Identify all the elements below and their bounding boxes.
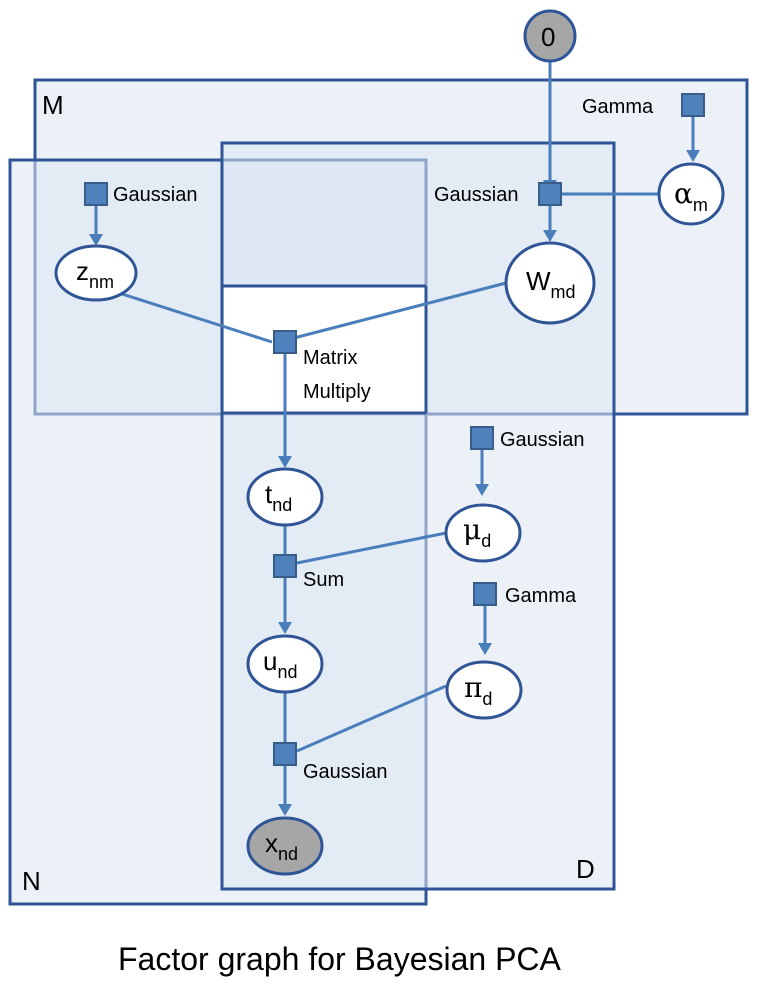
gaussian-mu-factor: [470, 426, 494, 450]
gamma-pi-label: Gamma: [505, 585, 577, 607]
gamma-pi-factor: [473, 582, 497, 606]
gaussian-w-factor: [538, 182, 562, 206]
plate-label-D: D: [576, 854, 595, 884]
plate-cutout-white: [224, 286, 425, 413]
svg-text:tnd: tnd: [265, 479, 292, 515]
svg-text:xnd: xnd: [265, 828, 298, 864]
w-node: Wmd: [504, 241, 596, 325]
gaussian-x-label: Gaussian: [303, 761, 388, 783]
gamma-alpha-label: Gamma: [582, 96, 654, 118]
diagram-caption: Factor graph for Bayesian PCA: [118, 941, 562, 977]
z-node: znm: [54, 244, 138, 302]
matrix-multiply-label-2: Multiply: [303, 381, 371, 403]
svg-text:und: und: [263, 646, 298, 682]
t-node: tnd: [246, 467, 324, 527]
svg-text:Wmd: Wmd: [526, 266, 576, 302]
svg-text:0: 0: [541, 22, 555, 52]
sum-factor: [273, 554, 297, 578]
constant-zero-node: 0: [523, 9, 577, 63]
matrix-multiply-factor: [273, 330, 297, 354]
matrix-multiply-label-1: Matrix: [303, 347, 357, 369]
plate-label-M: M: [42, 90, 64, 120]
gamma-alpha-factor: [681, 93, 705, 117]
gaussian-z-label: Gaussian: [113, 184, 198, 206]
svg-text:πd: πd: [464, 671, 492, 709]
gaussian-w-label: Gaussian: [434, 184, 519, 206]
sum-label: Sum: [303, 569, 344, 591]
gaussian-x-factor: [273, 742, 297, 766]
gaussian-mu-label: Gaussian: [500, 429, 585, 451]
svg-text:znm: znm: [76, 256, 114, 292]
gaussian-z-factor: [84, 182, 108, 206]
mu-node: μd: [444, 503, 522, 563]
u-node: und: [246, 634, 324, 694]
alpha-node: αm: [657, 162, 725, 226]
x-node-observed: xnd: [246, 816, 324, 876]
svg-text:αm: αm: [674, 177, 708, 215]
plate-label-N: N: [22, 866, 41, 896]
pi-node: πd: [445, 660, 523, 720]
svg-text:μd: μd: [463, 513, 491, 551]
